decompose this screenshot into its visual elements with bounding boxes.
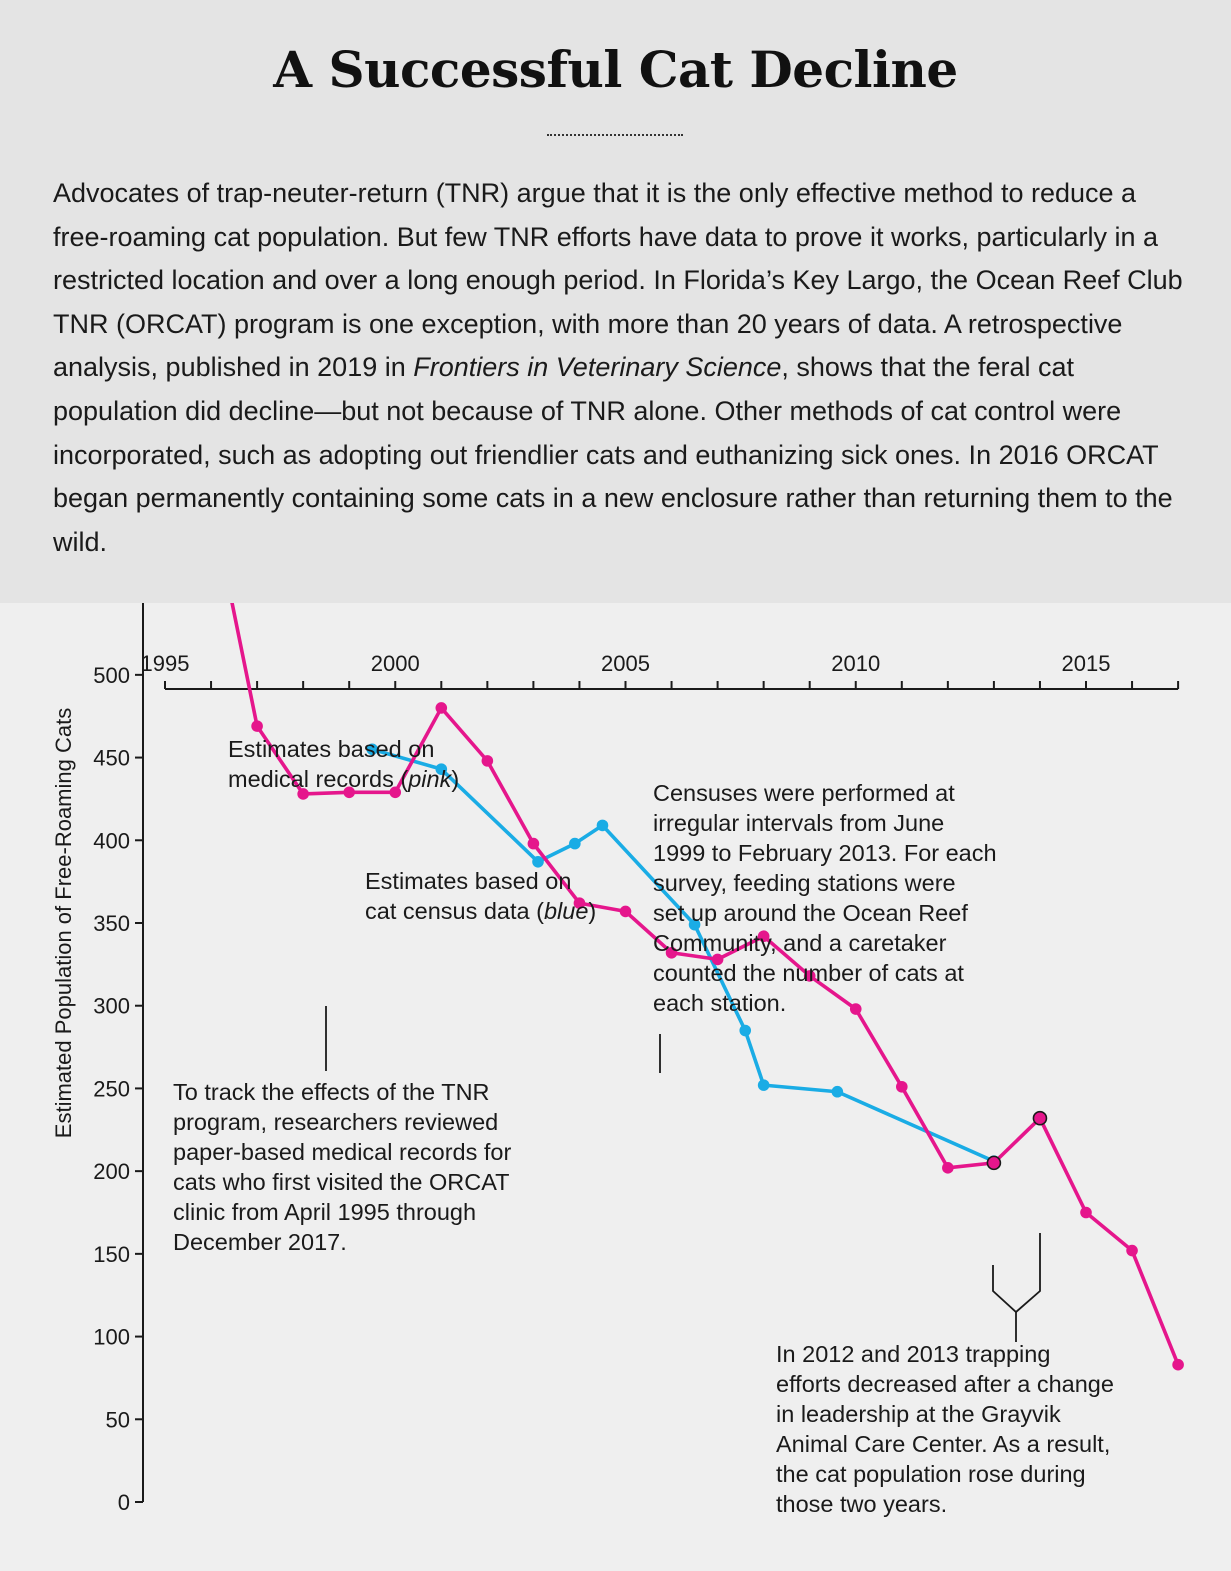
y-tick-label: 50: [106, 1407, 130, 1432]
census-note-line: Censuses were performed at: [653, 780, 955, 806]
series-group: [230, 603, 1184, 1371]
blue-data-point: [366, 743, 379, 756]
pink-data-point: [1172, 1358, 1184, 1371]
y-tick-label: 150: [93, 1242, 130, 1267]
y-tick-label: 500: [93, 663, 130, 688]
intro-paragraph: Advocates of trap-neuter-return (TNR) ar…: [53, 172, 1183, 564]
trapping-note: In 2012 and 2013 trapping efforts decreas…: [776, 1341, 1114, 1517]
blue-series-label-close: ): [588, 898, 596, 924]
pink-data-point: [896, 1080, 908, 1093]
pink-series-label-line: Estimates based on: [228, 736, 434, 762]
medical-records-note-line: cats who first visited the ORCAT: [173, 1169, 510, 1195]
leader-lines: [325, 1006, 1041, 1342]
trapping-note-line: in leadership at the Grayvik: [776, 1401, 1061, 1427]
pink-data-point: [573, 897, 586, 909]
blue-series-label-line: cat census data (: [365, 898, 544, 924]
pink-data-point: [619, 905, 632, 918]
highlight-point: [1032, 1110, 1048, 1126]
pink-data-point: [297, 788, 309, 800]
pink-data-point: [389, 786, 402, 799]
census-note-line: Community, and a caretaker: [653, 930, 947, 956]
y-tick-label: 550: [93, 603, 130, 605]
pink-data-point: [527, 837, 540, 850]
axes: 1995 2000 2005 2010 2015 0 50 100 150 200 250 300 35…: [51, 603, 1180, 1515]
medical-records-note-line: program, researchers reviewed: [173, 1109, 498, 1135]
y-tick-label: 100: [93, 1325, 130, 1350]
trapping-note-line: Animal Care Center. As a result,: [776, 1431, 1110, 1457]
medical-records-note: To track the effects of the TNR program, …: [173, 1079, 511, 1255]
census-note-line: 1999 to February 2013. For each: [653, 840, 997, 866]
census-note-line: survey, feeding stations were: [653, 870, 956, 896]
pink-data-point: [665, 946, 678, 959]
y-tick-label: 0: [118, 1490, 130, 1515]
line-chart: 1995 2000 2005 2010 2015 0 50 100 150 200 250 300 35…: [51, 603, 1184, 1517]
blue-data-point: [435, 763, 448, 775]
census-note-line: set up around the Ocean Reef: [653, 900, 968, 926]
pink-series-label-italic: pink: [407, 766, 452, 792]
intro-panel: A Successful Cat Decline Advocates of tr…: [0, 0, 1231, 603]
blue-data-point: [532, 855, 544, 868]
pink-data-point: [1126, 1244, 1138, 1257]
chart-title: A Successful Cat Decline: [273, 40, 958, 99]
pink-data-point: [343, 786, 356, 799]
intro-text-2: , shows that the feral cat population di…: [53, 352, 1173, 557]
y-tick-label: 300: [93, 994, 130, 1019]
blue-series-label-italic: blue: [544, 898, 588, 924]
x-tick-label: 2005: [601, 651, 650, 676]
medical-records-note-line: December 2017.: [173, 1229, 347, 1255]
trapping-note-line: In 2012 and 2013 trapping: [776, 1341, 1050, 1367]
trapping-note-line: the cat population rose during: [776, 1461, 1086, 1487]
journal-name: Frontiers in Veterinary Science: [413, 352, 782, 383]
blue-data-point: [596, 819, 609, 832]
x-tick-label: 2010: [831, 651, 880, 676]
y-tick-label: 450: [93, 746, 130, 771]
medical-records-note-line: clinic from April 1995 through: [173, 1199, 476, 1225]
pink-data-point: [803, 970, 816, 982]
blue-series-line: [371, 747, 995, 1163]
blue-data-point: [569, 837, 581, 850]
pink-data-point: [1080, 1206, 1092, 1219]
pink-data-point: [251, 720, 263, 732]
annotations: Estimates based on medical records (pink)…: [173, 736, 1114, 1517]
medical-records-note-line: To track the effects of the TNR: [173, 1079, 490, 1105]
blue-series-label-line: Estimates based on: [365, 868, 571, 894]
pink-series-label-line: medical records (: [228, 766, 408, 792]
x-tick-label: 2015: [1062, 651, 1111, 676]
blue-series-label: Estimates based on cat census data (blue): [365, 868, 596, 924]
census-note-line: irregular intervals from June: [653, 810, 944, 836]
y-axis-title: Estimated Population of Free-Roaming Cat…: [51, 708, 76, 1138]
pink-data-point: [942, 1162, 954, 1174]
pink-data-point: [435, 702, 448, 714]
blue-data-point: [831, 1085, 844, 1098]
blue-data-point: [739, 1024, 752, 1037]
medical-records-note-line: paper-based medical records for: [173, 1139, 511, 1165]
pink-series-label-close: ): [451, 766, 459, 792]
y-tick-label: 400: [93, 828, 130, 853]
x-tick-label: 2000: [371, 651, 420, 676]
y-tick-label: 250: [93, 1076, 130, 1101]
pink-series-label: Estimates based on medical records (pink): [228, 736, 459, 792]
blue-data-point: [688, 918, 701, 931]
trapping-bracket: [992, 1233, 1041, 1314]
x-tick-label: 1995: [141, 651, 190, 676]
census-note-line: counted the number of cats at: [653, 960, 964, 986]
intro-text-1: Advocates of trap-neuter-return (TNR) ar…: [53, 178, 1183, 383]
highlight-point: [986, 1155, 1002, 1171]
y-tick-label: 200: [93, 1159, 130, 1184]
pink-data-point: [757, 930, 770, 943]
trapping-note-line: efforts decreased after a change: [776, 1371, 1114, 1397]
trapping-note-line: those two years.: [776, 1491, 947, 1517]
blue-data-point: [757, 1079, 770, 1091]
census-note-line: each station.: [653, 990, 786, 1016]
title-divider: [547, 134, 683, 136]
pink-data-point: [711, 953, 724, 966]
pink-data-point: [849, 1003, 862, 1015]
pink-data-point: [481, 755, 494, 767]
y-tick-label: 350: [93, 911, 130, 936]
census-note: Censuses were performed at irregular inte…: [653, 780, 997, 1016]
